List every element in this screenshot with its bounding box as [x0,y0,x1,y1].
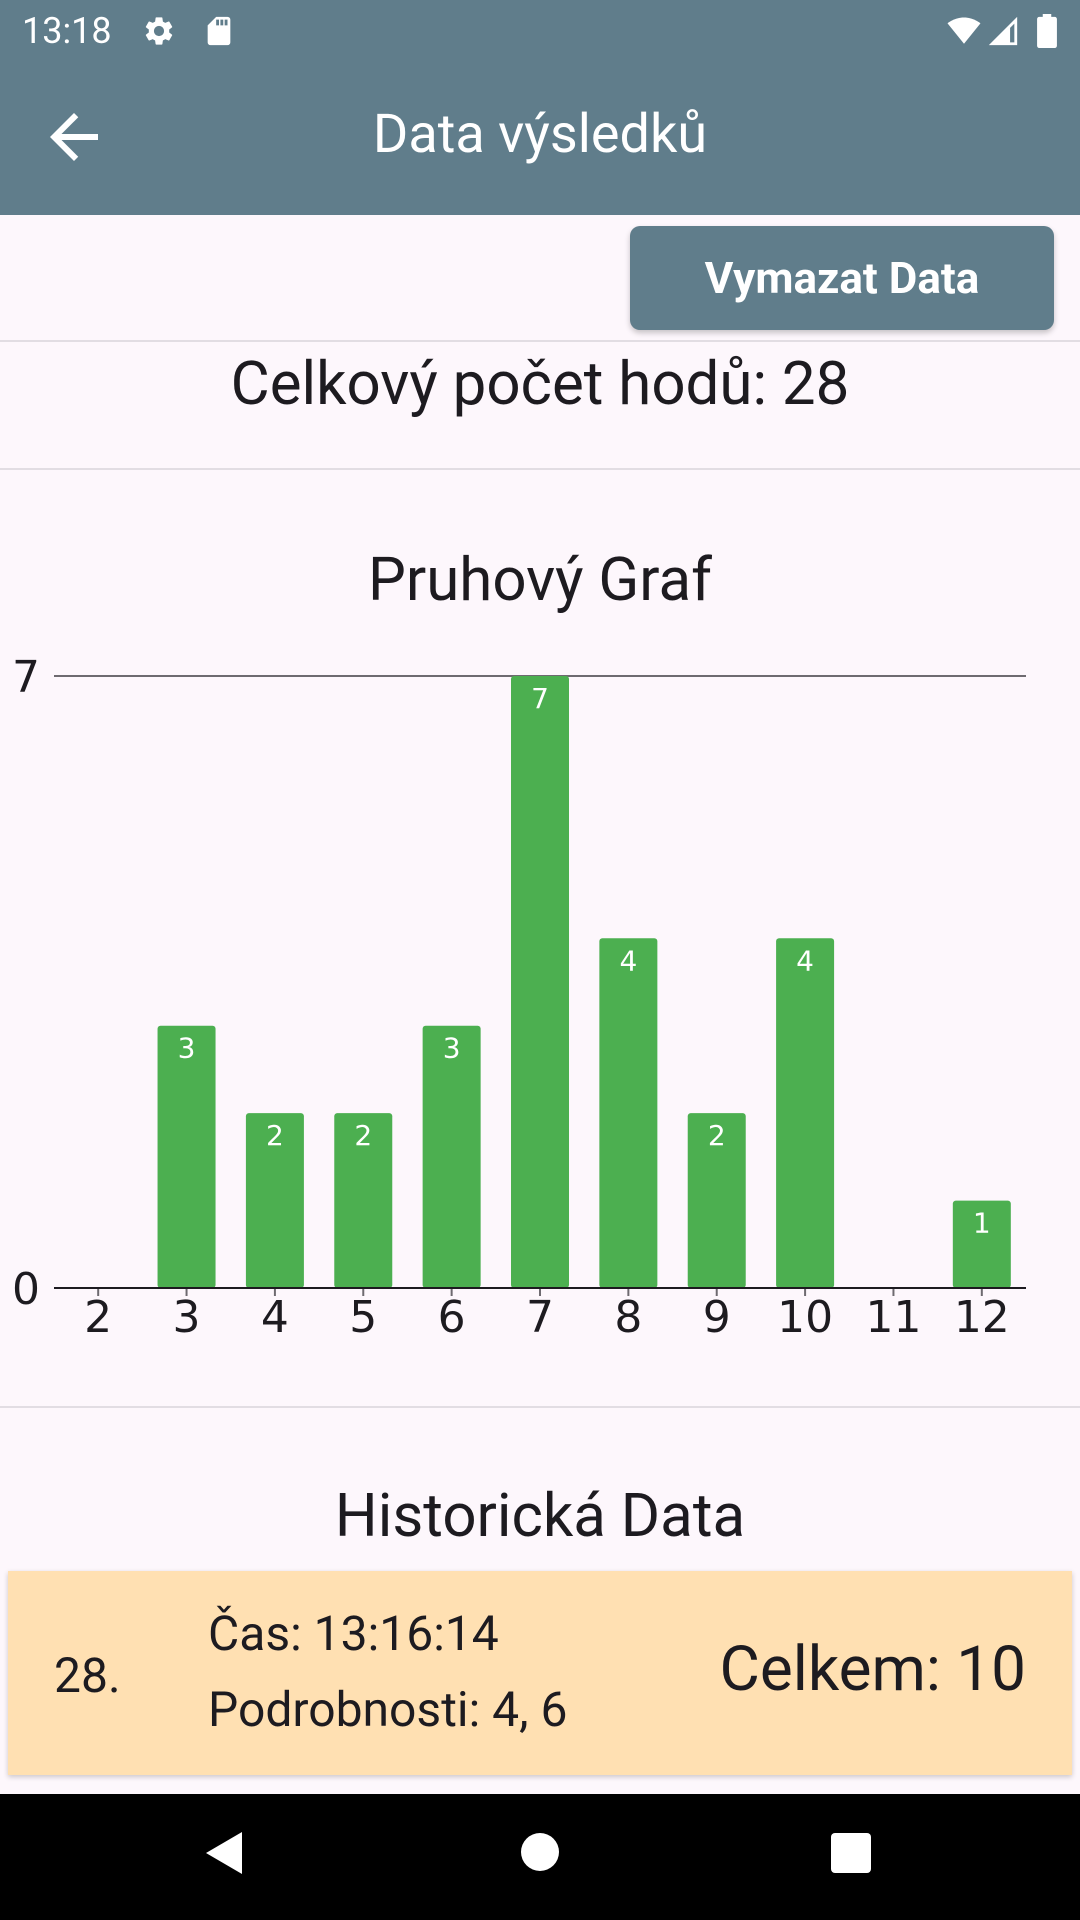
battery-icon [1037,14,1057,48]
record-total: Celkem: 10 [719,1633,1026,1706]
bar [334,1113,393,1288]
divider [0,1406,1080,1408]
sd-card-icon [207,16,231,46]
gear-icon [145,17,173,45]
x-tick-label: 12 [954,1292,1010,1343]
status-bar: 13:18 [0,0,1080,63]
total-rolls-label: Celkový počet hodů: 28 [230,348,850,419]
bar-value-label: 3 [178,1032,196,1065]
x-tick-label: 4 [261,1292,289,1343]
bar-value-label: 7 [531,682,549,715]
x-tick-label: 10 [777,1292,833,1343]
x-tick-label: 7 [526,1292,554,1343]
x-tick-label: 2 [84,1292,112,1343]
bar [952,1200,1011,1288]
app-bar: Data výsledků [0,63,1080,215]
bar-value-label: 3 [443,1032,461,1065]
back-triangle-icon[interactable] [200,1828,250,1878]
bar [157,1025,216,1288]
bar-value-label: 4 [796,944,814,977]
recents-square-icon[interactable] [830,1832,872,1874]
clear-data-button[interactable]: Vymazat Data [630,226,1054,330]
cell-signal-icon [988,16,1018,46]
record-time: Čas: 13:16:14 [208,1605,499,1662]
home-circle-icon[interactable] [518,1830,562,1874]
record-details: Podrobnosti: 4, 6 [208,1681,568,1738]
history-record-card: 28. Čas: 13:16:14 Podrobnosti: 4, 6 Celk… [8,1571,1072,1775]
bar-value-label: 2 [708,1119,726,1152]
divider [0,340,1080,342]
x-tick-label: 9 [703,1292,731,1343]
x-tick-label: 5 [349,1292,377,1343]
bar [245,1113,304,1288]
y-tick-label: 0 [12,1264,40,1315]
bar [599,938,658,1288]
bar [687,1113,746,1288]
wifi-icon [947,17,981,44]
chart-title: Pruhový Graf [368,544,712,615]
page-title: Data výsledků [372,103,708,166]
bar-value-label: 2 [354,1119,372,1152]
bar-value-label: 1 [973,1207,991,1240]
bar [422,1025,481,1288]
x-tick-label: 8 [614,1292,642,1343]
bar-value-label: 2 [266,1119,284,1152]
divider [0,468,1080,470]
y-tick-label: 7 [12,652,40,703]
arrow-left-icon[interactable] [38,101,110,173]
bar [776,938,835,1288]
status-time: 13:18 [22,10,112,52]
bar-value-label: 4 [619,944,637,977]
x-tick-label: 6 [438,1292,466,1343]
record-index: 28. [54,1647,121,1704]
x-tick-label: 3 [173,1292,201,1343]
x-tick-label: 11 [865,1292,921,1343]
bar [511,676,569,1288]
history-title: Historická Data [334,1480,746,1551]
system-nav-bar [0,1794,1080,1920]
